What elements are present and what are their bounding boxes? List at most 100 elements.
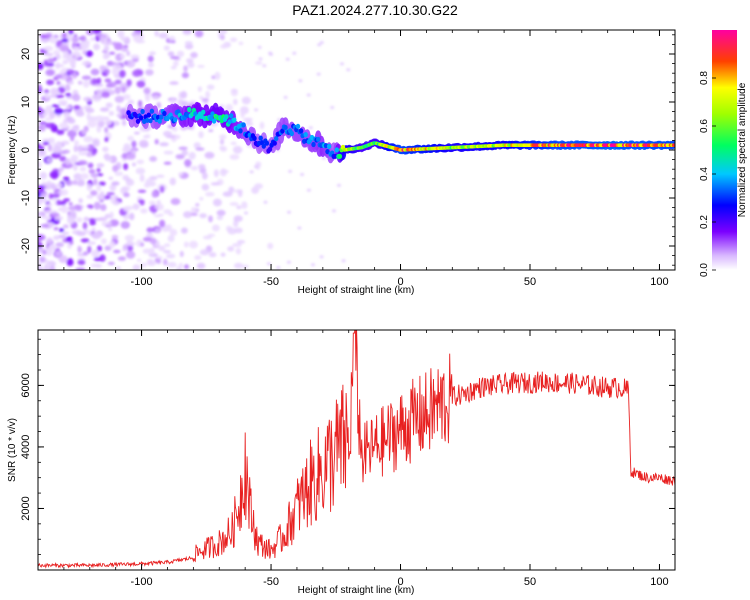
heat-cell bbox=[111, 234, 119, 240]
heat-cell bbox=[212, 198, 222, 207]
heat-cell bbox=[280, 128, 285, 134]
heat-cell bbox=[78, 198, 83, 204]
heat-cell bbox=[82, 151, 88, 156]
heat-cell bbox=[50, 147, 56, 152]
heat-cell bbox=[71, 125, 80, 132]
heat-cell bbox=[258, 57, 263, 61]
heat-cell bbox=[43, 59, 48, 67]
heat-cell bbox=[65, 180, 73, 186]
heat-cell bbox=[38, 107, 45, 115]
heat-cell bbox=[96, 245, 103, 252]
heat-cell bbox=[330, 106, 335, 109]
heat-cell bbox=[232, 243, 242, 247]
heat-cell bbox=[39, 121, 47, 125]
heat-cell bbox=[107, 261, 115, 266]
heat-cell bbox=[96, 184, 101, 192]
heat-cell bbox=[73, 173, 82, 181]
heat-cell bbox=[346, 68, 351, 72]
heat-cell bbox=[66, 216, 76, 225]
heat-cell bbox=[42, 198, 48, 203]
heat-cell bbox=[100, 35, 105, 44]
heat-cell bbox=[50, 122, 55, 127]
heat-cell bbox=[124, 234, 135, 242]
heat-cell bbox=[40, 224, 50, 228]
heat-cell bbox=[76, 231, 87, 237]
heat-cell bbox=[127, 135, 134, 142]
heat-cell bbox=[65, 236, 73, 243]
heat-cell bbox=[43, 209, 53, 214]
heat-cell bbox=[138, 115, 144, 121]
heat-cell bbox=[71, 55, 76, 59]
heat-cell bbox=[264, 140, 270, 146]
heat-cell bbox=[137, 100, 143, 108]
heat-cell bbox=[82, 50, 87, 55]
heat-cell bbox=[117, 30, 125, 38]
colorbar-tick-label: 0.4 bbox=[699, 167, 710, 181]
heat-cell bbox=[188, 151, 196, 160]
heat-cell bbox=[129, 212, 135, 221]
heat-cell bbox=[295, 123, 301, 129]
heat-cell bbox=[109, 184, 117, 192]
heat-cell bbox=[159, 219, 166, 228]
heat-cell bbox=[78, 160, 88, 166]
heat-cell bbox=[126, 244, 134, 252]
heat-cell bbox=[87, 245, 92, 254]
heat-cell bbox=[94, 83, 104, 87]
heat-cell bbox=[237, 189, 243, 198]
heat-cell bbox=[143, 87, 151, 94]
heat-cell bbox=[81, 145, 90, 150]
heat-cell bbox=[133, 131, 140, 135]
heat-cell bbox=[167, 51, 175, 57]
x-tick-label: 0 bbox=[397, 576, 403, 588]
heat-cell bbox=[108, 227, 113, 232]
heat-cell bbox=[103, 153, 111, 160]
heat-cell bbox=[158, 245, 166, 252]
heat-cell bbox=[337, 183, 341, 187]
heat-cell bbox=[142, 248, 152, 254]
heat-cell bbox=[136, 159, 145, 165]
heat-cell bbox=[55, 74, 63, 79]
heat-cell bbox=[43, 267, 50, 270]
heat-cell bbox=[53, 108, 64, 115]
heat-cell bbox=[181, 72, 189, 79]
heat-cell bbox=[214, 71, 221, 80]
heat-cell bbox=[38, 161, 42, 169]
heat-cell bbox=[145, 134, 151, 139]
spectral-ridge bbox=[125, 101, 675, 164]
heat-cell bbox=[51, 88, 60, 96]
heat-cell bbox=[197, 64, 205, 68]
heat-cell bbox=[116, 266, 121, 270]
heat-cell bbox=[113, 249, 121, 254]
heat-cell bbox=[122, 152, 128, 159]
heat-cell bbox=[297, 226, 302, 230]
heat-cell bbox=[180, 91, 188, 99]
heat-cell bbox=[181, 149, 189, 156]
heat-cell bbox=[58, 43, 69, 52]
y-tick-label: 20 bbox=[20, 48, 32, 60]
heat-cell bbox=[51, 104, 60, 108]
heat-cell bbox=[62, 149, 70, 154]
heat-cell bbox=[199, 249, 210, 256]
heat-cell bbox=[163, 258, 168, 266]
heat-cell bbox=[139, 200, 145, 206]
heat-cell bbox=[130, 54, 140, 59]
heat-cell bbox=[59, 228, 65, 233]
heat-cell bbox=[178, 262, 184, 268]
heat-cell bbox=[183, 211, 193, 219]
heat-cell bbox=[154, 228, 161, 234]
heat-cell bbox=[303, 132, 308, 138]
heat-cell bbox=[285, 57, 290, 61]
heat-cell bbox=[184, 264, 189, 270]
heat-cell bbox=[86, 183, 93, 192]
colorbar bbox=[712, 30, 737, 270]
heat-cell bbox=[96, 167, 101, 173]
heat-cell bbox=[80, 173, 89, 180]
heat-cell bbox=[178, 172, 184, 177]
heat-cell bbox=[199, 213, 207, 219]
heat-cell bbox=[109, 155, 117, 164]
heat-cell bbox=[73, 105, 81, 110]
heat-cell bbox=[157, 213, 164, 217]
heat-cell bbox=[262, 64, 267, 68]
heat-cell bbox=[116, 105, 121, 113]
